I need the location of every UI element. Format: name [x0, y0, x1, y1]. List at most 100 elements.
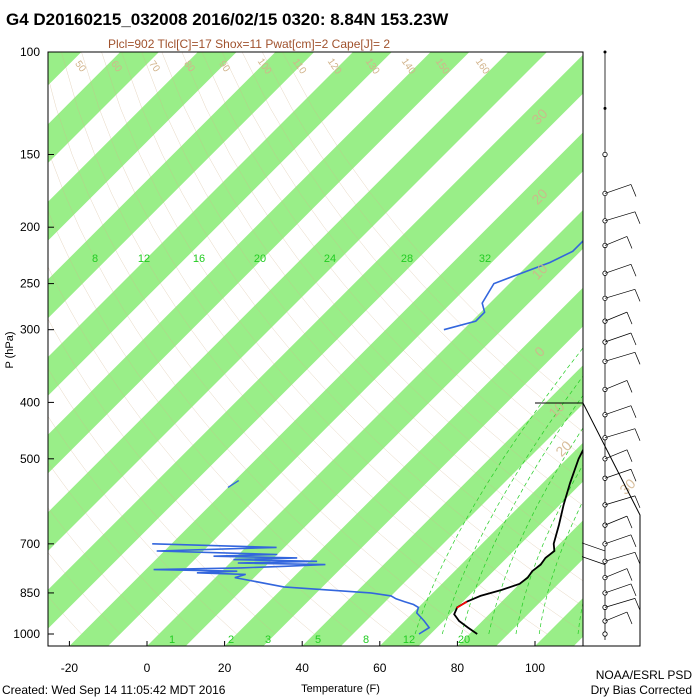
temperature-tick-label: 80 — [451, 661, 465, 675]
dry-adiabat — [181, 52, 583, 531]
dry-adiabat — [48, 76, 470, 635]
isotherm-band — [48, 52, 315, 319]
wind-barb-feather — [626, 311, 633, 325]
temperature-line — [453, 448, 583, 635]
wind-barb — [604, 380, 628, 390]
pressure-tick-label: 700 — [20, 537, 40, 551]
wind-barb — [604, 449, 628, 460]
wind-barb-station — [603, 106, 607, 110]
dewpoint-line-upper — [443, 239, 583, 331]
pressure-tick-label: 250 — [20, 277, 40, 291]
y-axis-label: P (hPa) — [4, 331, 16, 368]
wind-barb-feather — [634, 495, 641, 509]
isotherm-band — [613, 0, 700, 646]
wind-barb-feather — [630, 583, 637, 597]
mixing-ratio-line — [488, 427, 583, 635]
dry-adiabat — [241, 52, 583, 457]
dewpoint-line-lower — [152, 543, 431, 635]
pressure-tick-label: 850 — [20, 586, 40, 600]
series-lines — [152, 239, 583, 635]
isotherm-band — [48, 52, 392, 396]
mixing-ratio-label: 24 — [324, 253, 336, 265]
temperature-tick-label: 20 — [218, 661, 232, 675]
dry-adiabat — [101, 52, 583, 633]
wind-barb — [604, 332, 632, 343]
mixing-ratio-label: 8 — [92, 253, 98, 265]
mixing-ratio-label: 5 — [315, 634, 321, 646]
wind-barb — [604, 288, 636, 299]
pressure-tick-label: 150 — [20, 147, 40, 161]
mixing-ratio-line — [515, 464, 583, 635]
bias-note: Dry Bias Corrected — [590, 683, 692, 697]
wind-barb-feather — [634, 352, 641, 365]
wind-barb — [604, 583, 632, 594]
mixing-ratio-label: 1 — [169, 634, 175, 646]
mixing-ratio-label: 2 — [228, 634, 234, 646]
pressure-tick-label: 400 — [20, 395, 40, 409]
isotherm-band — [48, 52, 159, 164]
lcl-marker — [456, 601, 468, 609]
temperature-tick-label: 0 — [144, 661, 151, 675]
isotherm-band — [69, 132, 583, 646]
wind-barb-station — [602, 631, 608, 637]
isotherm-band — [48, 52, 82, 86]
dry-adiabat — [262, 52, 583, 433]
wind-barb-feather — [630, 184, 637, 197]
dry-adiabat — [282, 52, 583, 408]
mixing-ratio-label: 3 — [265, 634, 271, 646]
wind-barb — [604, 611, 628, 622]
mixing-ratio-label: 12 — [138, 253, 150, 265]
isotherm-band — [48, 52, 237, 241]
wind-barb-feather — [626, 236, 633, 249]
dry-adiabat — [48, 148, 431, 635]
wind-panel-outline — [535, 402, 641, 647]
wind-barb — [604, 534, 632, 545]
dry-adiabat — [121, 52, 583, 607]
page-title: G4 D20160215_032008 2016/02/15 0320: 8.8… — [6, 10, 449, 29]
mixing-ratio-label: 12 — [403, 634, 415, 646]
mixing-ratio-label: 20 — [458, 634, 470, 646]
wind-barb — [604, 551, 636, 562]
isotherm-band — [147, 210, 583, 646]
wind-barb — [604, 263, 632, 274]
temperature-tick-label: 40 — [296, 661, 310, 675]
org-name: NOAA/ESRL PSD — [595, 668, 692, 682]
dry-adiabat — [48, 415, 237, 635]
dry-adiabat — [201, 52, 583, 506]
dry-adiabat — [48, 368, 276, 635]
wind-barb — [604, 311, 628, 322]
mixing-ratio-label: 8 — [363, 634, 369, 646]
wind-barb-column — [535, 50, 641, 647]
pressure-tick-label: 200 — [20, 220, 40, 234]
isotherm-band — [48, 52, 470, 474]
wind-barb-station — [602, 151, 608, 158]
dry-adiabat — [161, 52, 583, 556]
wind-barb — [604, 515, 628, 526]
wind-barb — [604, 428, 636, 439]
dry-adiabat — [48, 462, 198, 635]
mixing-ratio-label: 16 — [193, 253, 205, 265]
temperature-tick-label: 60 — [373, 661, 387, 675]
dry-adiabat — [48, 210, 392, 635]
dry-adiabat — [61, 52, 509, 635]
wind-barb-feather — [630, 332, 637, 346]
mixing-ratio-line — [414, 347, 583, 635]
wind-barb-feather — [630, 405, 637, 418]
mixing-ratio-line — [538, 500, 583, 635]
wind-barb — [604, 351, 636, 362]
isotherm-band — [379, 442, 583, 646]
dry-adiabat — [221, 52, 583, 482]
sounding-indices: Plcl=902 Tlcl[C]=17 Shox=11 Pwat[cm]=2 C… — [108, 37, 391, 51]
temperature-tick-label: 100 — [525, 661, 545, 675]
dry-adiabat — [48, 507, 160, 635]
wind-barb — [604, 495, 636, 506]
dry-adiabat — [48, 552, 121, 635]
wind-barb-feather — [630, 469, 637, 482]
pressure-tick-label: 300 — [20, 323, 40, 337]
wind-barb — [581, 556, 606, 565]
wind-barb — [581, 542, 606, 552]
isotherm-band — [48, 54, 583, 629]
isotherm-label: 30 — [616, 475, 638, 497]
wind-barb — [604, 236, 628, 246]
